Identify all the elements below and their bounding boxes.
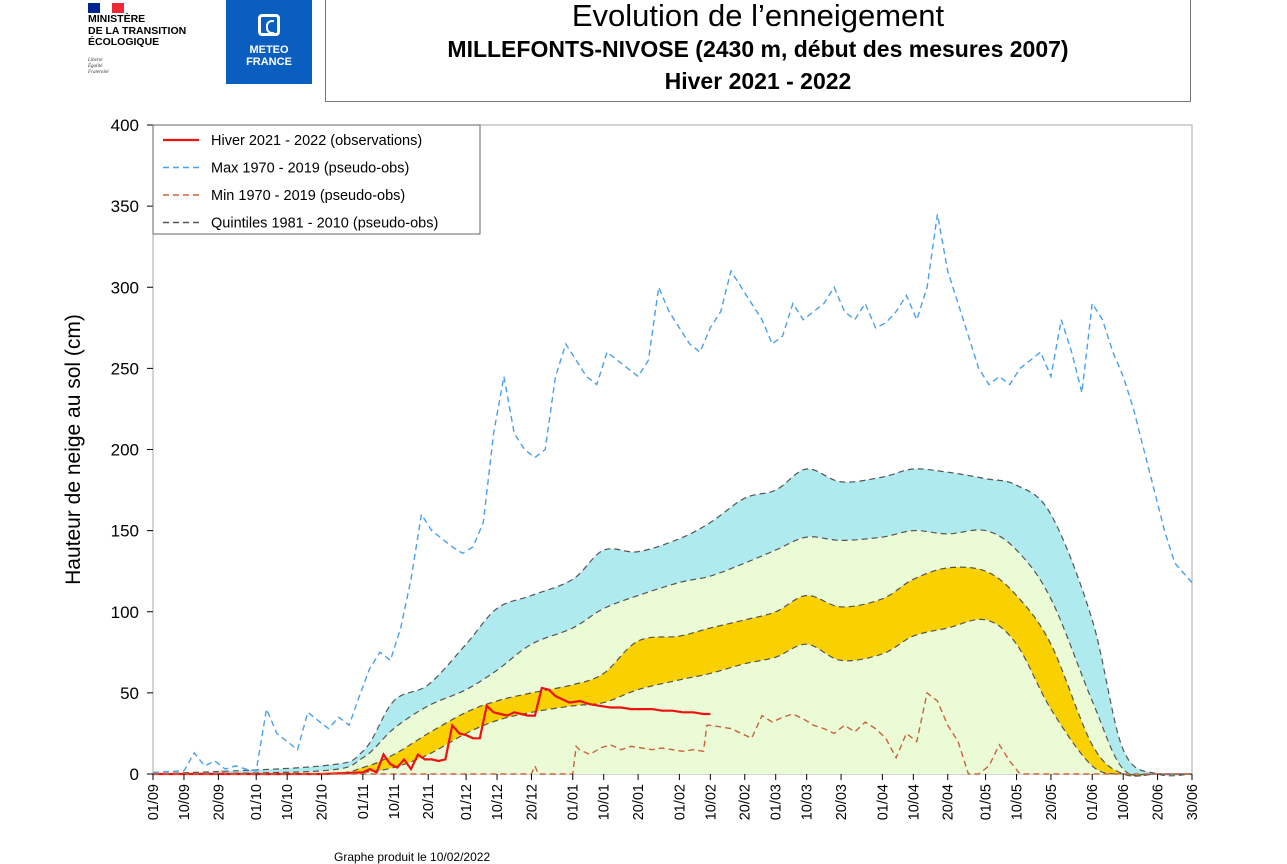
x-tick-label-8: 20/11 [421, 784, 437, 819]
ministry-name: MINISTÈRE DE LA TRANSITION ÉCOLOGIQUE [88, 13, 187, 48]
x-tick-label-12: 01/01 [566, 784, 582, 820]
ministry-logo: MINISTÈRE DE LA TRANSITION ÉCOLOGIQUE Li… [88, 0, 218, 90]
x-tick-label-22: 10/04 [906, 784, 922, 820]
x-tick-label-17: 20/02 [738, 784, 754, 820]
x-tick-label-16: 10/02 [703, 784, 719, 820]
y-tick-label-50: 50 [120, 684, 139, 703]
x-tick-label-30: 30/06 [1185, 784, 1201, 820]
x-tick-label-26: 20/05 [1044, 784, 1060, 820]
y-tick-label-300: 300 [111, 278, 139, 297]
x-tick-label-14: 20/01 [631, 784, 647, 820]
french-flag-icon [88, 0, 124, 13]
series-line-0 [153, 686, 711, 776]
x-tick-label-23: 20/04 [941, 784, 957, 820]
x-tick-label-1: 10/09 [177, 784, 193, 820]
y-tick-label-200: 200 [111, 441, 139, 460]
y-tick-label-250: 250 [111, 359, 139, 378]
quintile-band-lower [153, 619, 1192, 775]
x-tick-label-10: 10/12 [490, 784, 506, 820]
x-tick-label-27: 01/06 [1085, 784, 1101, 820]
quintile-band-upper [153, 468, 1192, 776]
x-tick-label-20: 20/03 [834, 784, 850, 820]
chart-season: Hiver 2021 - 2022 [664, 68, 852, 94]
x-tick-label-21: 01/04 [875, 784, 891, 820]
x-tick-label-25: 10/05 [1010, 784, 1026, 820]
y-tick-label-400: 400 [111, 116, 139, 135]
x-tick-label-15: 01/02 [672, 784, 688, 820]
x-tick-label-11: 20/12 [524, 784, 540, 820]
title-box: Evolution de l’enneigement MILLEFONTS-NI… [325, 0, 1191, 102]
x-tick-label-4: 10/10 [280, 784, 296, 820]
series-line-2 [153, 691, 1192, 775]
footer-note: Graphe produit le 10/02/2022 [334, 850, 491, 864]
y-tick-label-0: 0 [130, 765, 139, 784]
x-tick-label-2: 20/09 [211, 784, 227, 820]
quintile-line-q60 [152, 529, 1193, 777]
x-tick-label-18: 01/03 [769, 784, 785, 820]
quintile-line-q40 [152, 566, 1192, 777]
meteo-france-mark-icon [258, 14, 280, 36]
legend-label-0: Hiver 2021 - 2022 (observations) [211, 133, 422, 149]
legend-label-2: Min 1970 - 2019 (pseudo-obs) [211, 188, 405, 204]
x-tick-label-24: 01/05 [979, 784, 995, 820]
y-tick-label-350: 350 [111, 197, 139, 216]
meteo-france-logo: METEO FRANCE [226, 0, 312, 84]
republic-motto: Liberté Égalité Fraternité [88, 58, 109, 75]
x-tick-label-29: 20/06 [1151, 784, 1167, 820]
quintile-band-inner [153, 567, 1192, 777]
x-tick-label-7: 10/11 [387, 784, 403, 819]
legend-label-1: Max 1970 - 2019 (pseudo-obs) [211, 161, 409, 177]
x-tick-label-6: 01/11 [356, 784, 372, 819]
legend-label-3: Quintiles 1981 - 2010 (pseudo-obs) [211, 216, 438, 232]
x-tick-label-3: 01/10 [249, 784, 265, 820]
x-tick-label-9: 01/12 [459, 784, 475, 820]
meteo-france-name: METEO FRANCE [246, 44, 292, 68]
x-tick-label-0: 01/09 [146, 784, 162, 820]
y-tick-label-150: 150 [111, 522, 139, 541]
legend-box [152, 124, 481, 235]
y-tick-label-100: 100 [111, 603, 139, 622]
x-tick-label-13: 10/01 [597, 784, 613, 820]
chart-title: Evolution de l’enneigement [571, 0, 945, 33]
series-line-1 [152, 214, 1193, 774]
quintile-line-q80 [152, 468, 1193, 777]
y-axis-label: Hauteur de neige au sol (cm) [62, 314, 85, 585]
x-tick-label-28: 10/06 [1116, 784, 1132, 820]
x-tick-label-19: 10/03 [800, 784, 816, 820]
x-tick-label-5: 20/10 [315, 784, 331, 820]
chart-subtitle: MILLEFONTS-NIVOSE (2430 m, début des mes… [447, 36, 1069, 62]
